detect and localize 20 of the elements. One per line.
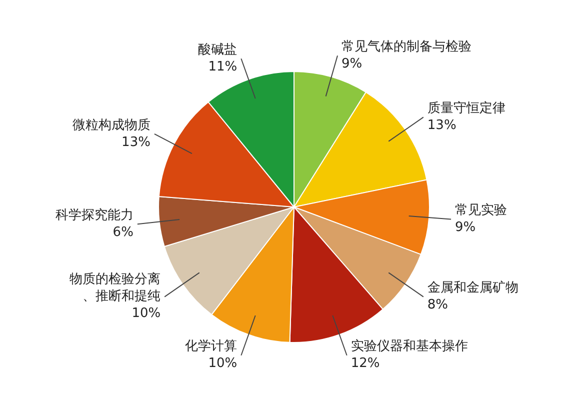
data-label: 13% (122, 134, 150, 150)
slice-label: 质量守恒定律 (427, 101, 506, 116)
data-label: 9% (455, 220, 476, 236)
data-label: 13% (427, 118, 456, 134)
data-label: 12% (350, 356, 380, 372)
slice-label: 常见实验 (455, 203, 508, 218)
slice-label: 微粒构成物质 (72, 118, 150, 133)
slice-label: 常见气体的制备与检验 (342, 40, 472, 55)
data-label: 11% (208, 60, 238, 75)
slice-label: 物质的检验分离、推断和提纯 (70, 271, 161, 304)
data-label: 10% (132, 306, 161, 322)
slice-label: 化学计算 (185, 339, 238, 354)
slice-label: 酸碱盐 (198, 42, 238, 58)
data-label: 10% (208, 356, 238, 372)
data-label: 9% (342, 56, 362, 72)
data-label: 8% (427, 298, 448, 313)
slice-label: 金属和金属矿物 (427, 280, 518, 296)
slice-label: 实验仪器和基本操作 (350, 339, 468, 354)
data-label: 6% (112, 224, 134, 240)
slice-label: 科学探究能力 (55, 208, 134, 223)
